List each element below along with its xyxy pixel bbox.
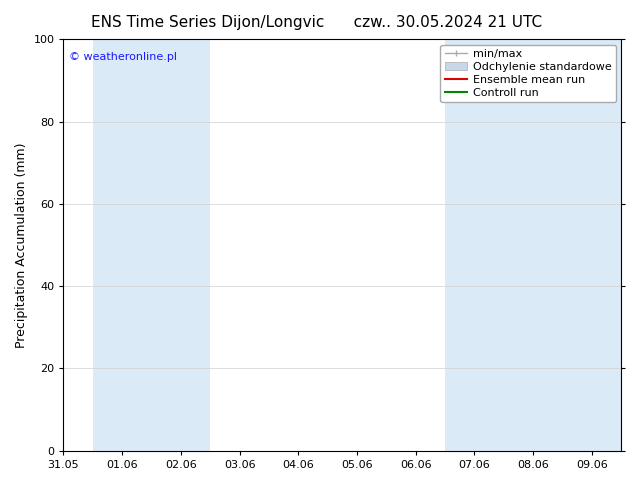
Legend: min/max, Odchylenie standardowe, Ensemble mean run, Controll run: min/max, Odchylenie standardowe, Ensembl… bbox=[441, 45, 616, 102]
Bar bbox=[152, 39, 210, 451]
Bar bbox=[93, 39, 152, 451]
Text: © weatheronline.pl: © weatheronline.pl bbox=[69, 51, 177, 62]
Y-axis label: Precipitation Accumulation (mm): Precipitation Accumulation (mm) bbox=[15, 142, 28, 348]
Text: ENS Time Series Dijon/Longvic      czw.. 30.05.2024 21 UTC: ENS Time Series Dijon/Longvic czw.. 30.0… bbox=[91, 15, 543, 30]
Bar bbox=[504, 39, 562, 451]
Bar bbox=[562, 39, 621, 451]
Bar bbox=[445, 39, 504, 451]
